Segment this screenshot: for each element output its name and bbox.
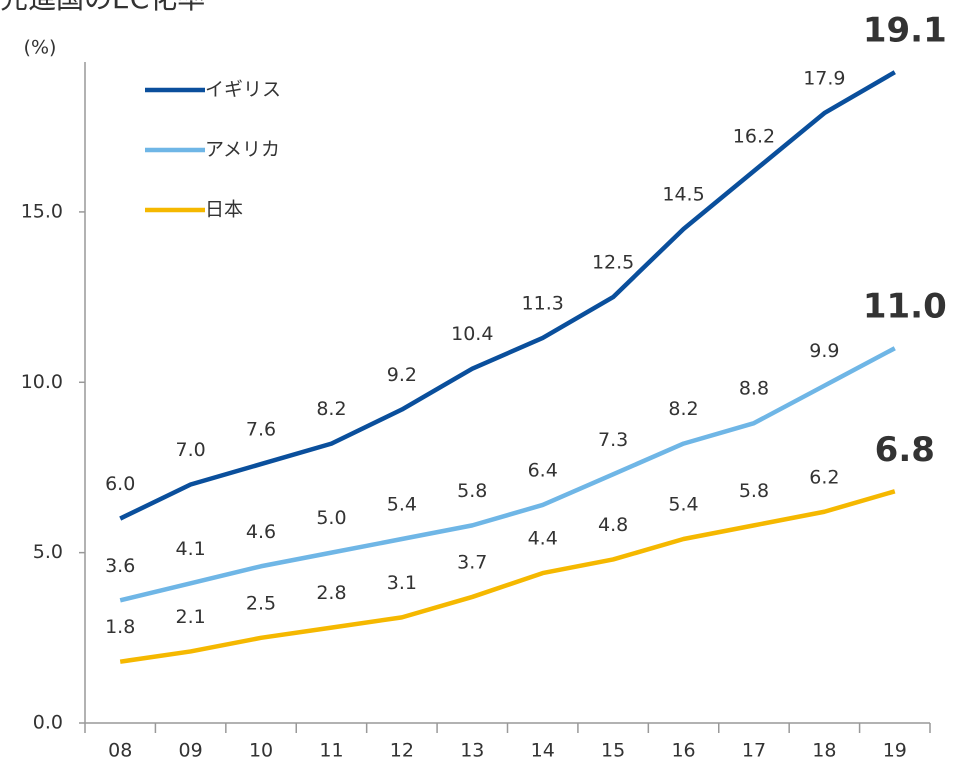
chart-title: 先進国のEC化率	[0, 0, 205, 15]
value-label: 5.8	[457, 480, 487, 502]
x-tick-label: 10	[249, 740, 273, 762]
value-label: 16.2	[733, 126, 775, 148]
x-tick-label: 18	[812, 740, 836, 762]
value-label: 8.2	[668, 398, 698, 420]
value-label: 11.3	[522, 292, 564, 314]
value-label: 8.2	[316, 398, 346, 420]
y-tick-label: 15.0	[21, 200, 63, 222]
value-label: 4.1	[176, 538, 206, 560]
value-label: 8.8	[739, 378, 769, 400]
value-label: 9.9	[809, 340, 839, 362]
x-tick-label: 19	[883, 740, 907, 762]
value-label: 5.0	[316, 507, 346, 529]
legend-label: アメリカ	[205, 139, 280, 161]
value-label: 17.9	[803, 68, 845, 90]
value-label: 2.8	[316, 582, 346, 604]
value-label: 5.4	[387, 494, 417, 516]
end-value-label: 11.0	[863, 287, 947, 327]
value-label: 2.1	[176, 606, 206, 628]
value-label: 9.2	[387, 364, 417, 386]
value-label: 3.6	[105, 555, 135, 577]
value-label: 6.2	[809, 466, 839, 488]
legend-label: イギリス	[205, 79, 281, 101]
value-label: 12.5	[592, 252, 634, 274]
value-label: 5.8	[739, 480, 769, 502]
end-value-label: 19.1	[863, 11, 947, 51]
x-tick-label: 17	[742, 740, 766, 762]
x-tick-label: 16	[671, 740, 695, 762]
value-label: 14.5	[662, 183, 704, 205]
x-tick-label: 12	[390, 740, 414, 762]
end-value-label: 6.8	[875, 430, 935, 470]
legend-label: 日本	[205, 199, 243, 221]
value-label: 4.4	[528, 528, 558, 550]
x-tick-label: 08	[108, 740, 132, 762]
series-line	[119, 346, 896, 603]
y-unit: (%)	[24, 37, 57, 59]
value-label: 3.1	[387, 572, 417, 594]
value-label: 1.8	[105, 616, 135, 638]
value-label: 3.7	[457, 551, 487, 573]
value-label: 6.4	[528, 459, 558, 481]
value-label: 7.6	[246, 419, 276, 441]
x-tick-label: 11	[319, 740, 343, 762]
series-line	[119, 489, 896, 664]
value-label: 4.6	[246, 521, 276, 543]
y-tick-label: 0.0	[33, 712, 63, 734]
x-tick-label: 13	[460, 740, 484, 762]
value-label: 2.5	[246, 592, 276, 614]
value-label: 7.3	[598, 429, 628, 451]
x-tick-label: 14	[531, 740, 555, 762]
value-label: 7.0	[176, 439, 206, 461]
value-label: 10.4	[451, 323, 493, 345]
x-tick-label: 09	[179, 740, 203, 762]
series-line	[119, 70, 896, 521]
value-label: 5.4	[668, 494, 698, 516]
value-label: 6.0	[105, 473, 135, 495]
y-tick-label: 5.0	[33, 541, 63, 563]
x-tick-label: 15	[601, 740, 625, 762]
y-tick-label: 10.0	[21, 371, 63, 393]
value-label: 4.8	[598, 514, 628, 536]
